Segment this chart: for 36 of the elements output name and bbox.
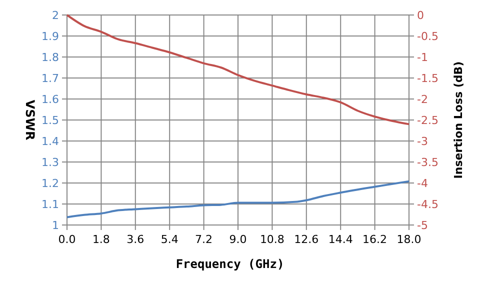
y-tick-label: 1.8 bbox=[42, 50, 59, 64]
x-tick-label: 0.0 bbox=[58, 233, 76, 246]
y2-tick-label: -2 bbox=[417, 92, 428, 106]
y-tick-label: 1.9 bbox=[42, 30, 59, 43]
x-tick-label: 12.6 bbox=[294, 233, 319, 246]
y-tick-label: 1.6 bbox=[42, 92, 59, 106]
y2-tick-label: -4 bbox=[417, 176, 428, 190]
x-tick-label: 3.6 bbox=[126, 233, 144, 246]
y-tick-label: 1.3 bbox=[42, 156, 59, 169]
y-tick-label: 1.5 bbox=[42, 114, 59, 127]
y-tick-label: 1.7 bbox=[42, 72, 59, 85]
x-tick-label: 5.4 bbox=[160, 233, 178, 246]
x-tick-label: 16.2 bbox=[362, 233, 388, 246]
x-tick-label: 18.0 bbox=[396, 233, 422, 246]
y2-tick-label: -2.5 bbox=[417, 114, 438, 127]
x-tick-label: 1.8 bbox=[92, 233, 110, 246]
y2-tick-label: 0 bbox=[417, 8, 424, 22]
y-tick-label: 1.1 bbox=[42, 198, 59, 211]
x-tick-label: 14.4 bbox=[328, 233, 353, 246]
y-tick-label: 1.4 bbox=[42, 134, 59, 148]
y-tick-label: 1 bbox=[52, 218, 59, 232]
y-tick-label: 2 bbox=[52, 8, 59, 22]
y2-tick-label: -4.5 bbox=[417, 198, 438, 211]
y2-tick-label: -3.5 bbox=[417, 156, 438, 169]
y-axis-title: VSWR bbox=[23, 100, 37, 140]
y-tick-label: 1.2 bbox=[42, 176, 59, 190]
x-axis-title: Frequency (GHz) bbox=[176, 257, 284, 271]
y2-tick-label: -0.5 bbox=[417, 30, 438, 43]
y2-tick-label: -1 bbox=[417, 50, 428, 64]
y2-tick-label: -3 bbox=[417, 134, 428, 148]
y2-tick-label: -5 bbox=[417, 218, 428, 232]
x-tick-label: 9.0 bbox=[229, 233, 247, 246]
x-tick-label: 10.8 bbox=[260, 233, 284, 246]
y2-axis-title: Insertion Loss (dB) bbox=[452, 61, 465, 179]
x-tick-label: 7.2 bbox=[195, 233, 213, 246]
y2-tick-label: -1.5 bbox=[417, 72, 438, 85]
